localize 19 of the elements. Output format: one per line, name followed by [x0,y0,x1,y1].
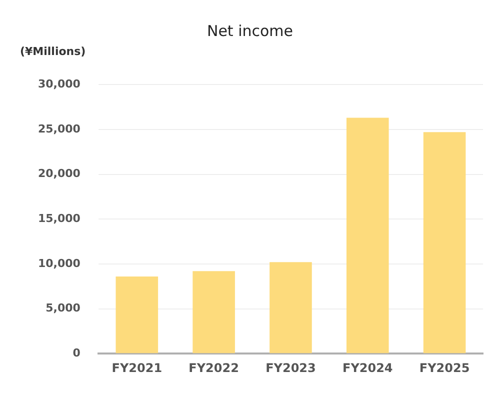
y-axis-title: (¥Millions) [20,45,86,58]
x-tick-label: FY2022 [188,360,239,375]
bar [192,271,235,354]
y-tick-label: 25,000 [38,122,81,136]
x-tick-label: FY2024 [342,360,393,375]
bar [423,132,466,354]
x-tick-label: FY2023 [266,360,316,375]
y-tick-label: 10,000 [38,256,81,270]
y-tick-label: 0 [72,346,81,360]
y-tick-label: 15,000 [38,212,81,225]
bar [346,118,389,354]
x-tick-label: FY2025 [419,360,470,375]
chart-title: Net income [206,22,294,40]
y-tick-label: 20,000 [38,167,81,180]
bar [270,262,312,354]
y-tick-label: 5,000 [46,302,81,315]
y-tick-label: 30,000 [38,77,81,90]
bar [116,276,158,354]
x-tick-label: FY2021 [112,360,162,375]
